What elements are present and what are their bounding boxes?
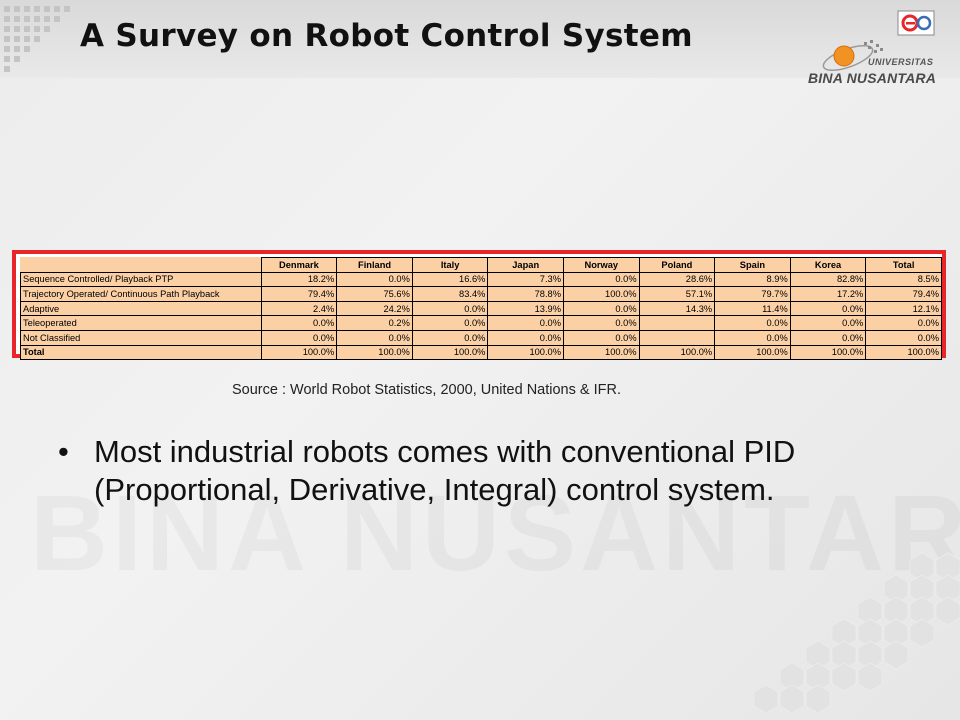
statistics-table-frame: Denmark Finland Italy Japan Norway Polan… bbox=[12, 250, 946, 361]
table-header-cell: Korea bbox=[789, 257, 867, 273]
table-total-row: Total 100.0% 100.0% 100.0% 100.0% 100.0%… bbox=[20, 344, 942, 361]
table-cell: 0.0% bbox=[487, 329, 564, 346]
table-cell: 18.2% bbox=[260, 271, 338, 288]
table-cell: 0.0% bbox=[411, 300, 489, 317]
table-cell: 0.0% bbox=[865, 315, 942, 331]
table-cell: 100.0% bbox=[563, 344, 640, 361]
table-header-cell: Norway bbox=[563, 257, 640, 273]
hexagon-pattern-decoration bbox=[753, 552, 960, 714]
logo-name-text: BINA NUSANTARA bbox=[808, 70, 937, 86]
bullet-text: Most industrial robots comes with conven… bbox=[94, 434, 796, 507]
bullet-marker: • bbox=[58, 434, 69, 469]
table-cell: 0.0% bbox=[336, 329, 413, 346]
table-cell: 0.0% bbox=[563, 300, 640, 317]
slide-title: A Survey on Robot Control System bbox=[80, 18, 693, 54]
table-cell: 0.0% bbox=[563, 315, 640, 331]
table-cell: 11.4% bbox=[714, 300, 791, 317]
table-cell: 100.0% bbox=[714, 344, 791, 361]
table-cell: 82.8% bbox=[789, 271, 867, 288]
table-cell: 7.3% bbox=[487, 271, 564, 288]
header-band bbox=[0, 0, 960, 78]
table-cell: 83.4% bbox=[411, 286, 489, 302]
table-header-cell: Finland bbox=[336, 257, 413, 273]
table-cell: 100.0% bbox=[563, 286, 640, 302]
table-header-row: Denmark Finland Italy Japan Norway Polan… bbox=[20, 257, 942, 273]
table-cell: 0.0% bbox=[487, 315, 564, 331]
row-label: Sequence Controlled/ Playback PTP bbox=[20, 271, 262, 288]
table-cell: 13.9% bbox=[487, 300, 564, 317]
table-cell: 0.0% bbox=[336, 271, 413, 288]
table-cell: 100.0% bbox=[411, 344, 489, 361]
table-header-cell: Spain bbox=[714, 257, 791, 273]
row-label: Adaptive bbox=[20, 300, 262, 317]
table-cell: 0.0% bbox=[563, 329, 640, 346]
table-header-cell: Poland bbox=[638, 257, 716, 273]
table-header-empty bbox=[20, 257, 262, 273]
table-cell: 2.4% bbox=[260, 300, 338, 317]
table-cell: 100.0% bbox=[336, 344, 413, 361]
table-cell: 100.0% bbox=[789, 344, 867, 361]
table-row: Trajectory Operated/ Continuous Path Pla… bbox=[20, 286, 942, 302]
table-cell: 24.2% bbox=[336, 300, 413, 317]
robot-control-statistics-table: Denmark Finland Italy Japan Norway Polan… bbox=[20, 257, 942, 361]
table-cell: 0.0% bbox=[411, 329, 489, 346]
logo-university-text: UNIVERSITAS bbox=[868, 57, 934, 67]
table-header-cell: Italy bbox=[411, 257, 489, 273]
table-cell: 75.6% bbox=[336, 286, 413, 302]
table-cell: 0.0% bbox=[714, 315, 791, 331]
table-cell: 12.1% bbox=[865, 300, 942, 317]
table-cell: 0.0% bbox=[789, 300, 867, 317]
row-label: Teleoperated bbox=[20, 315, 262, 331]
table-header-cell: Denmark bbox=[260, 257, 338, 273]
table-cell: 78.8% bbox=[487, 286, 564, 302]
source-caption: Source : World Robot Statistics, 2000, U… bbox=[232, 382, 621, 398]
table-header-cell: Total bbox=[865, 257, 942, 273]
table-cell: 14.3% bbox=[638, 300, 716, 317]
table-cell: 16.6% bbox=[411, 271, 489, 288]
e-learning-badge-icon bbox=[897, 10, 935, 36]
table-row: Sequence Controlled/ Playback PTP 18.2% … bbox=[20, 271, 942, 288]
table-row: Not Classified 0.0% 0.0% 0.0% 0.0% 0.0% … bbox=[20, 329, 942, 346]
row-label: Trajectory Operated/ Continuous Path Pla… bbox=[20, 286, 262, 302]
table-cell: 0.0% bbox=[411, 315, 489, 331]
table-header-cell: Japan bbox=[487, 257, 564, 273]
table-cell: 0.0% bbox=[260, 329, 338, 346]
table-cell: 79.4% bbox=[865, 286, 942, 302]
table-cell: 8.5% bbox=[865, 271, 942, 288]
table-cell bbox=[638, 329, 716, 346]
table-cell: 8.9% bbox=[714, 271, 791, 288]
table-cell: 0.0% bbox=[789, 329, 867, 346]
corner-dots-decoration bbox=[4, 6, 70, 72]
table-row: Teleoperated 0.0% 0.2% 0.0% 0.0% 0.0% 0.… bbox=[20, 315, 942, 331]
table-row: Adaptive 2.4% 24.2% 0.0% 13.9% 0.0% 14.3… bbox=[20, 300, 942, 317]
table-cell: 0.0% bbox=[789, 315, 867, 331]
table-cell: 0.2% bbox=[336, 315, 413, 331]
table-cell: 100.0% bbox=[865, 344, 942, 361]
table-cell: 79.7% bbox=[714, 286, 791, 302]
table-cell: 79.4% bbox=[260, 286, 338, 302]
table-cell: 17.2% bbox=[789, 286, 867, 302]
table-cell bbox=[638, 315, 716, 331]
table-cell: 0.0% bbox=[563, 271, 640, 288]
table-cell: 100.0% bbox=[487, 344, 564, 361]
table-cell: 28.6% bbox=[638, 271, 716, 288]
table-cell: 57.1% bbox=[638, 286, 716, 302]
table-cell: 0.0% bbox=[714, 329, 791, 346]
binus-logo-icon bbox=[822, 40, 883, 72]
table-cell: 100.0% bbox=[638, 344, 716, 361]
table-cell: 0.0% bbox=[865, 329, 942, 346]
table-cell: 0.0% bbox=[260, 315, 338, 331]
table-cell: 100.0% bbox=[260, 344, 338, 361]
row-label: Not Classified bbox=[20, 329, 262, 346]
row-label: Total bbox=[20, 344, 262, 361]
